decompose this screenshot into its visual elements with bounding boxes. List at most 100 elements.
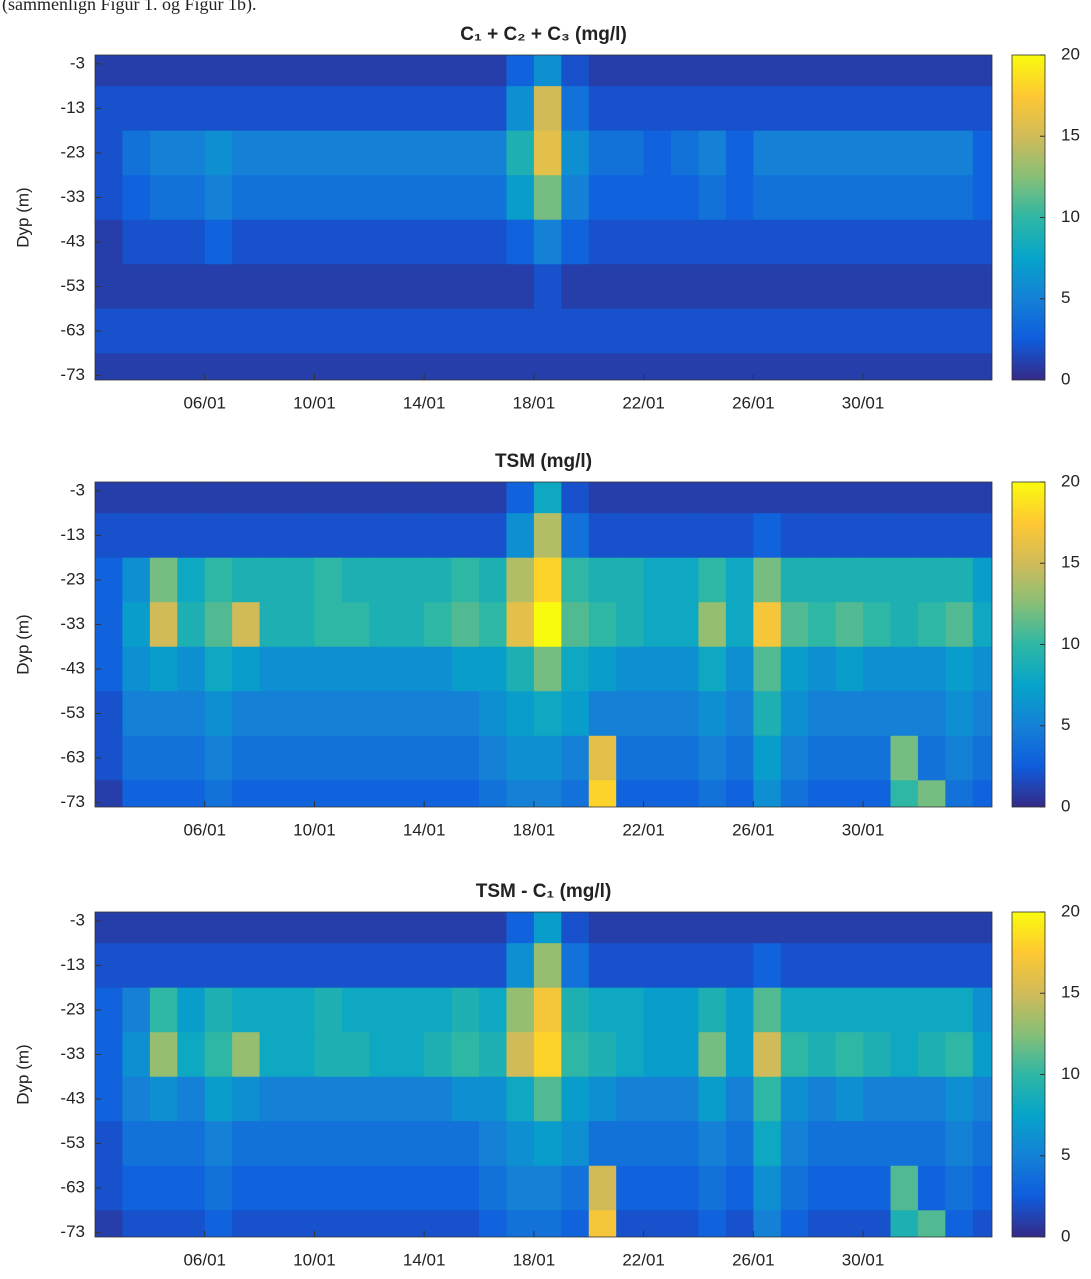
heatmap-cell [369, 646, 398, 692]
heatmap-cell [945, 513, 974, 559]
heatmap-cell [808, 308, 837, 354]
heatmap-cell [122, 175, 151, 221]
heatmap-cell [533, 353, 562, 380]
heatmap-cell [369, 557, 398, 603]
heatmap-cell [314, 130, 343, 176]
heatmap-cell [451, 1210, 480, 1237]
heatmap-cell [835, 130, 864, 176]
heatmap-cell [616, 780, 645, 807]
heatmap-cell [287, 1165, 316, 1211]
heatmap-cell [369, 1210, 398, 1237]
heatmap-cell [451, 482, 480, 514]
heatmap-cell [808, 1076, 837, 1122]
heatmap-cell [533, 912, 562, 944]
heatmap-cell [698, 86, 727, 132]
heatmap-cell [451, 130, 480, 176]
heatmap-cell [396, 175, 425, 221]
heatmap-cell [396, 308, 425, 354]
heatmap-cell [341, 482, 370, 514]
heatmap-cell [451, 353, 480, 380]
heatmap-cell [561, 130, 590, 176]
heatmap-cell [424, 1032, 453, 1078]
heatmap-cell [506, 557, 535, 603]
heatmap-cell [232, 1165, 261, 1211]
heatmap-cell [643, 1165, 672, 1211]
heatmap-cell [616, 219, 645, 265]
heatmap-cell [863, 175, 892, 221]
heatmap-cell [341, 602, 370, 648]
heatmap-cell [588, 1032, 617, 1078]
heatmap-cell [835, 912, 864, 944]
heatmap-cell [369, 55, 398, 87]
heatmap-cell [204, 1121, 233, 1167]
heatmap-cell [671, 308, 700, 354]
heatmap-cell [287, 557, 316, 603]
heatmap-cell [122, 130, 151, 176]
heatmap-cell [204, 55, 233, 87]
heatmap-cell [451, 943, 480, 989]
heatmap-cell [917, 987, 946, 1033]
y-tick-label: -73 [60, 365, 85, 384]
heatmap-cell [122, 55, 151, 87]
heatmap-cell [122, 86, 151, 132]
heatmap-cell [396, 1076, 425, 1122]
heatmap-cell [863, 646, 892, 692]
heatmap-cell [177, 987, 206, 1033]
heatmap-cell [698, 912, 727, 944]
heatmap-cell [533, 602, 562, 648]
heatmap-cell [204, 1032, 233, 1078]
colorbar-tick-label: 5 [1061, 1145, 1070, 1164]
heatmap-cell [369, 86, 398, 132]
heatmap-cell [122, 735, 151, 781]
y-tick-label: -43 [60, 231, 85, 250]
y-tick-label: -3 [70, 53, 85, 72]
heatmap-cell [259, 987, 288, 1033]
heatmap-cell [945, 308, 974, 354]
heatmap-cell [972, 1210, 992, 1237]
heatmap-cell [122, 602, 151, 648]
heatmap-cell [643, 308, 672, 354]
heatmap-cell [698, 943, 727, 989]
heatmap-cell [561, 55, 590, 87]
heatmap-cell [972, 602, 992, 648]
heatmap-cell [149, 175, 178, 221]
heatmap-cell [533, 1032, 562, 1078]
heatmap-cell [780, 1032, 809, 1078]
heatmap-cell [643, 1032, 672, 1078]
y-tick-label: -53 [60, 276, 85, 295]
heatmap-cell [232, 219, 261, 265]
heatmap-cell [917, 780, 946, 807]
heatmap-cell [177, 1076, 206, 1122]
heatmap-cell [643, 55, 672, 87]
heatmap-cell [890, 513, 919, 559]
heatmap-cell [149, 308, 178, 354]
heatmap-cell [314, 691, 343, 737]
heatmap-cell [972, 513, 992, 559]
heatmap-cell [451, 175, 480, 221]
heatmap-cell [451, 513, 480, 559]
heatmap-cell [835, 55, 864, 87]
heatmap-cell [479, 55, 508, 87]
heatmap-cell [890, 219, 919, 265]
heatmap-cell [616, 1032, 645, 1078]
heatmap-cell [917, 264, 946, 310]
heatmap-cell [341, 1121, 370, 1167]
heatmap-cell [643, 513, 672, 559]
plot-frame [94, 54, 993, 381]
heatmap-cell [643, 646, 672, 692]
heatmap-cell [588, 1076, 617, 1122]
heatmap-cell [561, 780, 590, 807]
heatmap-cell [835, 308, 864, 354]
heatmap-cell [204, 308, 233, 354]
heatmap-cell [972, 308, 992, 354]
colorbar-tick-label: 5 [1061, 715, 1070, 734]
heatmap-cell [451, 308, 480, 354]
heatmap-cell [122, 513, 151, 559]
heatmap-cell [616, 691, 645, 737]
heatmap-cell [561, 513, 590, 559]
heatmap-cell [561, 1121, 590, 1167]
heatmap-cell [314, 513, 343, 559]
heatmap-cell [204, 86, 233, 132]
heatmap-cell [479, 987, 508, 1033]
heatmap-cell [643, 264, 672, 310]
